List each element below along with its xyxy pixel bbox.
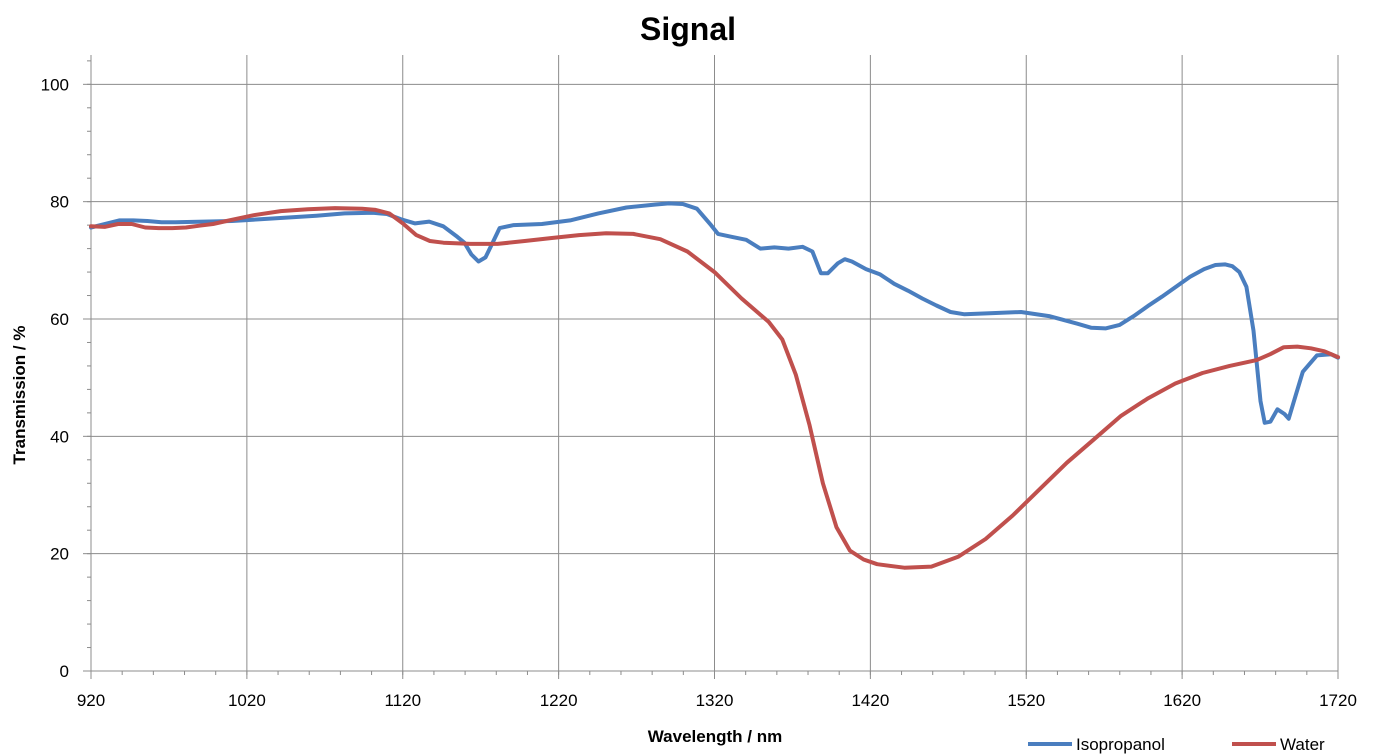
y-tick-label: 100 bbox=[41, 75, 69, 94]
series-line-water bbox=[89, 206, 1340, 570]
legend: Isopropanol Water bbox=[1028, 735, 1325, 754]
y-axis-title: Transmission / % bbox=[10, 326, 29, 465]
x-tick-label: 1320 bbox=[696, 691, 734, 710]
y-tick-label: 60 bbox=[50, 310, 69, 329]
x-tick-label: 1720 bbox=[1319, 691, 1357, 710]
x-tick-label: 1120 bbox=[384, 691, 421, 710]
x-tick-label: 1520 bbox=[1007, 691, 1045, 710]
x-axis-title: Wavelength / nm bbox=[648, 727, 782, 746]
y-tick-label: 80 bbox=[50, 193, 69, 212]
y-tick-label: 40 bbox=[50, 427, 69, 446]
x-tick-label: 1020 bbox=[228, 691, 266, 710]
x-tick-label: 1620 bbox=[1163, 691, 1201, 710]
gridlines bbox=[91, 55, 1339, 671]
y-tick-label: 0 bbox=[60, 662, 69, 681]
tick-labels: 920 1020 1120 1220 1320 1420 1520 1620 1720 0 20 40… bbox=[41, 75, 1357, 710]
x-tick-label: 1220 bbox=[540, 691, 578, 710]
axes bbox=[83, 55, 1339, 679]
x-tick-label: 920 bbox=[77, 691, 105, 710]
series-lines bbox=[89, 201, 1340, 570]
chart-title: Signal bbox=[640, 11, 736, 47]
legend-label-water: Water bbox=[1280, 735, 1325, 754]
x-tick-label: 1420 bbox=[851, 691, 889, 710]
legend-label-isopropanol: Isopropanol bbox=[1076, 735, 1165, 754]
y-tick-label: 20 bbox=[50, 545, 69, 564]
